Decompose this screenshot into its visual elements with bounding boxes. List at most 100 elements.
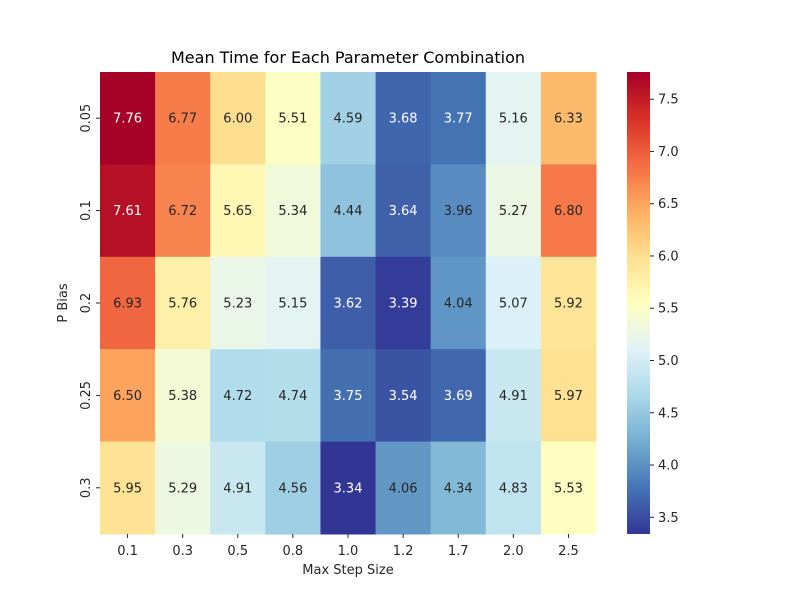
heatmap-cell [155, 441, 211, 535]
heatmap-cell [485, 256, 542, 350]
y-tick-label: 0.05 [79, 104, 94, 133]
cell-value-label: 4.74 [278, 389, 307, 404]
heatmap-cell [210, 256, 266, 350]
y-axis-ticks: 0.05 0.1 0.2 0.25 0.3 [79, 104, 100, 498]
cell-value-label: 5.65 [223, 204, 252, 219]
heatmap-cell [265, 164, 321, 258]
y-axis-title: P Bias [56, 283, 71, 322]
y-tick-label: 0.25 [79, 381, 94, 410]
heatmap-cell [485, 441, 542, 535]
colorbar-tick-label: 3.5 [658, 511, 679, 526]
x-tick-label: 1.7 [448, 544, 469, 559]
cell-value-label: 5.92 [554, 297, 583, 312]
colorbar-tick-label: 4.5 [658, 406, 679, 421]
heatmap-cell [485, 349, 542, 443]
cell-value-label: 6.80 [554, 204, 583, 219]
cell-value-label: 4.59 [334, 112, 363, 127]
heatmap-cell [430, 349, 487, 443]
heatmap-cell [265, 72, 321, 165]
x-tick-label: 0.8 [283, 544, 304, 559]
cell-value-label: 4.72 [223, 389, 252, 404]
cell-value-label: 6.33 [554, 112, 583, 127]
heatmap-cell [375, 72, 432, 165]
colorbar-tick-label: 5.5 [658, 302, 679, 317]
cell-value-label: 5.07 [499, 297, 528, 312]
cell-value-label: 7.61 [113, 204, 142, 219]
heatmap-cell [155, 256, 211, 350]
heatmap-cell [375, 256, 432, 350]
cell-value-label: 5.29 [168, 481, 197, 496]
heatmap-cell [375, 441, 432, 535]
heatmap-cell [210, 164, 266, 258]
chart-title: Mean Time for Each Parameter Combination [171, 48, 525, 67]
heatmap-cell [540, 349, 597, 443]
cell-value-label: 3.34 [334, 481, 363, 496]
heatmap-cell [320, 164, 377, 258]
heatmap-cell [210, 441, 266, 535]
cell-value-label: 5.76 [168, 297, 197, 312]
x-tick-label: 0.1 [117, 544, 138, 559]
heatmap-cell [100, 441, 156, 535]
x-tick-label: 2.0 [503, 544, 524, 559]
colorbar-tick-label: 5.0 [658, 354, 679, 369]
heatmap-cell [265, 256, 321, 350]
cell-value-label: 4.56 [278, 481, 307, 496]
cell-value-label: 3.54 [389, 389, 418, 404]
heatmap-cell [485, 164, 542, 258]
cell-value-label: 3.69 [444, 389, 473, 404]
cell-value-label: 3.75 [334, 389, 363, 404]
colorbar-tick-label: 6.5 [658, 197, 679, 212]
heatmap-cell [100, 256, 156, 350]
heatmap-cell [320, 441, 377, 535]
colorbar-tick-label: 4.0 [658, 459, 679, 474]
heatmap-cell [100, 164, 156, 258]
heatmap-cell [155, 72, 211, 165]
heatmap-cell [375, 349, 432, 443]
heatmap-cell [320, 256, 377, 350]
cell-value-label: 6.93 [113, 297, 142, 312]
heatmap-cell [485, 72, 542, 165]
x-axis-ticks: 0.1 0.3 0.5 0.8 1.0 1.2 1.7 2.0 2.5 [117, 534, 579, 559]
cell-value-label: 4.91 [223, 481, 252, 496]
colorbar-gradient [627, 72, 650, 534]
cell-value-label: 5.51 [278, 112, 307, 127]
colorbar: 3.5 4.0 4.5 5.0 5.5 6.0 6.5 7.0 7.5 [627, 72, 679, 534]
cell-value-label: 6.77 [168, 112, 197, 127]
heatmap-cell [100, 72, 156, 165]
heatmap-cell [265, 441, 321, 535]
cell-value-label: 5.38 [168, 389, 197, 404]
heatmap-cell [265, 349, 321, 443]
heatmap-cell [210, 72, 266, 165]
x-tick-label: 1.2 [393, 544, 414, 559]
cell-value-label: 3.62 [334, 297, 363, 312]
colorbar-tick-label: 6.0 [658, 249, 679, 264]
cell-value-label: 6.00 [223, 112, 252, 127]
cell-value-label: 5.27 [499, 204, 528, 219]
heatmap-cell [430, 256, 487, 350]
heatmap-cell [375, 164, 432, 258]
heatmap-cell [155, 164, 211, 258]
cell-value-label: 3.39 [389, 297, 418, 312]
cell-value-label: 5.15 [278, 297, 307, 312]
colorbar-tick-label: 7.5 [658, 93, 679, 108]
x-axis-title: Max Step Size [302, 563, 393, 578]
cell-value-label: 3.77 [444, 112, 473, 127]
cell-value-label: 4.91 [499, 389, 528, 404]
cell-value-label: 3.96 [444, 204, 473, 219]
cell-value-label: 4.44 [334, 204, 363, 219]
cell-value-label: 5.53 [554, 481, 583, 496]
heatmap-cell [210, 349, 266, 443]
cell-value-label: 4.34 [444, 481, 473, 496]
heatmap-cell [320, 349, 377, 443]
cell-value-label: 5.16 [499, 112, 528, 127]
cell-value-label: 3.68 [389, 112, 418, 127]
heatmap-cells: 7.76 6.77 6.00 5.51 4.59 3.68 3.77 5.16 6.33 7.61… [100, 72, 597, 535]
cell-value-label: 5.23 [223, 297, 252, 312]
cell-value-label: 5.95 [113, 481, 142, 496]
y-tick-label: 0.2 [79, 293, 94, 314]
cell-value-label: 6.50 [113, 389, 142, 404]
y-tick-label: 0.3 [79, 477, 94, 498]
cell-value-label: 4.04 [444, 297, 473, 312]
heatmap-cell [540, 164, 597, 258]
